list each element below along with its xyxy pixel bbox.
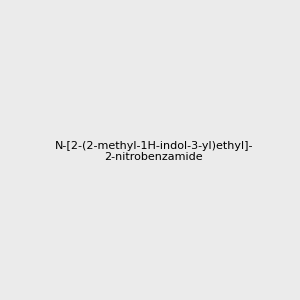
Text: N-[2-(2-methyl-1H-indol-3-yl)ethyl]-
2-nitrobenzamide: N-[2-(2-methyl-1H-indol-3-yl)ethyl]- 2-n… (55, 141, 253, 162)
